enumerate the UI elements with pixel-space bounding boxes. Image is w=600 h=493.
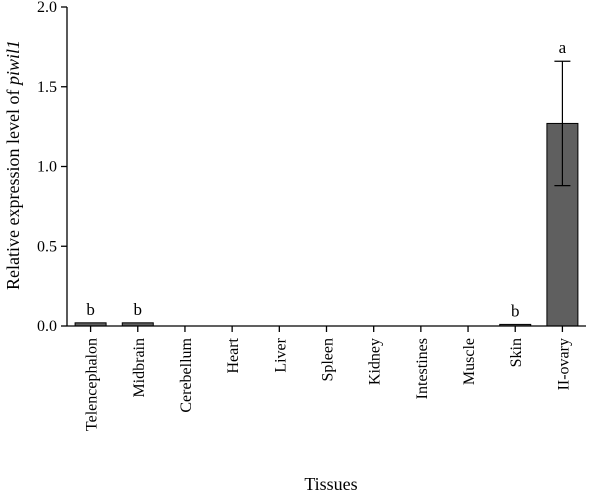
x-axis-title: Tissues [304,474,357,493]
x-tick-label: Cerebellum [178,337,195,412]
y-tick-label: 2.0 [37,0,57,16]
x-tick-label: Muscle [461,338,478,385]
significance-label: a [559,38,567,57]
bars: b b b a [74,38,579,327]
y-tick-label: 1.0 [37,159,57,176]
x-tick-label: Spleen [320,338,337,382]
x-tick-label: Kidney [367,338,384,385]
x-tick-label: Telencephalon [84,338,101,431]
x-tick-label: Skin [508,338,525,367]
y-tick-label: 1.5 [37,79,57,96]
significance-label: b [511,301,520,320]
significance-label: b [86,300,95,319]
y-tick-label: 0.0 [37,318,57,335]
x-tick-label: Intestines [414,338,431,399]
x-axis: Telencephalon Midbrain Cerebellum Heart Live… [67,325,586,431]
x-tick-label: Heart [225,337,242,373]
y-axis-title-gene: piwil1 [3,40,23,87]
y-tick-label: 0.5 [37,238,57,255]
y-axis: 0.0 0.5 1.0 1.5 2.0 [37,0,68,335]
x-tick-label: Liver [272,337,289,372]
x-tick-label: Midbrain [131,338,148,398]
x-tick-label: II-ovary [555,338,572,390]
y-axis-title-prefix: Relative expression level of [3,85,23,290]
significance-label: b [134,300,143,319]
y-axis-title: Relative expression level of piwil1 [3,40,23,290]
